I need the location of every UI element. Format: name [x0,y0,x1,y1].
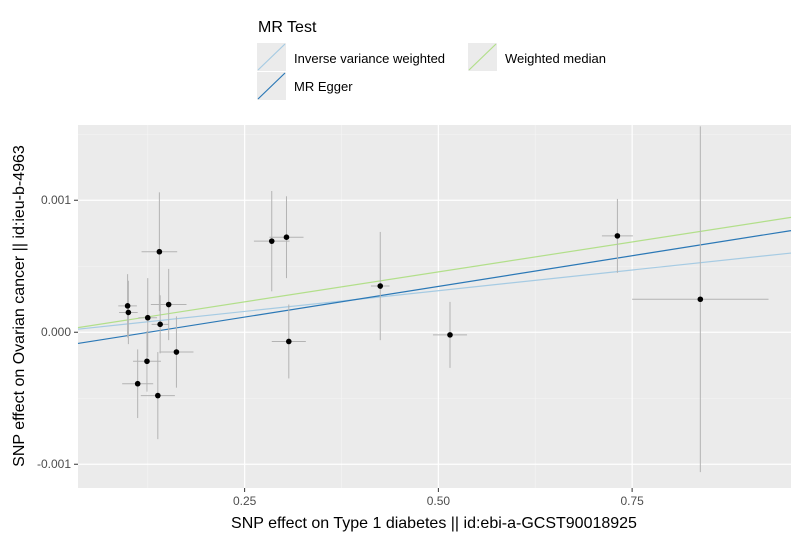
data-point [125,309,132,316]
legend-label-weighted-median: Weighted median [505,51,606,66]
data-point [286,338,292,345]
data-point [614,233,621,239]
data-point [144,358,150,365]
data-point [447,332,453,338]
data-point [124,303,131,309]
regression-line-inverse-variance-weighted [77,252,792,330]
data-point [157,321,163,328]
data-point [697,296,704,303]
data-point [377,283,384,289]
regression-line-weighted-median [77,216,792,329]
y-axis-ticks: -0.001 0.000 0.001 [37,193,78,471]
data-point [268,238,275,244]
data-points [124,233,704,399]
y-tick-label: -0.001 [37,457,71,471]
data-point [156,248,163,255]
regression-lines [77,216,792,345]
x-axis-title: SNP effect on Type 1 diabetes || id:ebi-… [231,515,637,532]
data-point [155,392,161,399]
legend-title: MR Test [258,19,317,36]
legend-entry-mr-egger: MR Egger [257,72,353,100]
legend-entry-ivw: Inverse variance weighted [257,43,445,71]
x-tick-label: 0.75 [620,494,644,508]
data-point [134,380,141,387]
y-tick-label: 0.000 [41,325,71,339]
data-point [165,301,172,308]
x-axis-ticks: 0.25 0.50 0.75 [233,488,644,508]
legend-label-mr-egger: MR Egger [294,79,353,94]
data-point [283,234,290,240]
x-tick-label: 0.25 [233,494,257,508]
y-tick-label: 0.001 [41,193,71,207]
legend-entry-weighted-median: Weighted median [468,43,606,71]
legend-label-ivw: Inverse variance weighted [294,51,445,66]
legend: MR Test Inverse variance weighted Weight… [257,19,606,100]
x-tick-label: 0.50 [427,494,451,508]
plot-panel [78,125,791,488]
regression-line-mr-egger [77,230,792,345]
data-point [173,349,180,355]
legend-line-mr-egger [257,72,286,100]
data-point [144,314,151,321]
legend-line-weighted-median [468,43,497,71]
y-axis-title: SNP effect on Ovarian cancer || id:ieu-b… [11,145,28,467]
legend-line-ivw [257,43,286,71]
